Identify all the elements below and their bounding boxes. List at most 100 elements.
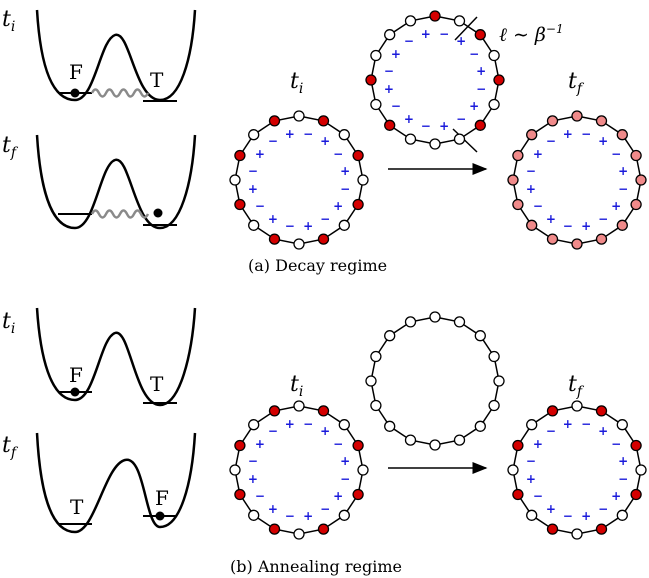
potential-well-b-initial: [35, 307, 197, 407]
spin-sign: +: [476, 64, 486, 78]
lattice-site: [268, 523, 281, 535]
time-label-initial-b: ti: [2, 309, 15, 337]
spin-sign: +: [563, 127, 573, 141]
lattice-site: [512, 439, 524, 452]
lattice-site: [370, 98, 382, 111]
lattice-site: [317, 523, 330, 535]
lattice-site: [526, 419, 538, 431]
spin-sign: −: [456, 112, 466, 126]
lattice-site: [546, 523, 559, 535]
spin-sign: +: [255, 147, 265, 161]
spin-sign: −: [340, 182, 350, 196]
spin-sign: +: [303, 509, 313, 523]
spin-sign: +: [526, 182, 536, 196]
spin-sign: −: [268, 424, 278, 438]
lattice-site: [474, 119, 486, 131]
spin-sign: +: [563, 417, 573, 431]
ring-decay-intermediate: − +−+−+−+−+−+−+− +: [365, 10, 505, 150]
spin-sign: +: [268, 502, 278, 516]
lattice-site: [370, 399, 382, 412]
lattice-site: [488, 49, 500, 62]
particle-a-final: [153, 208, 163, 218]
lattice-site: [384, 420, 396, 432]
lattice-site: [635, 464, 647, 476]
lattice-site: [493, 375, 505, 387]
lattice-site: [571, 400, 583, 412]
spin-sign: +: [439, 119, 449, 133]
time-label-final-b: tf: [2, 433, 19, 461]
spin-sign: +: [598, 134, 608, 148]
lattice-site: [268, 233, 281, 245]
lattice-site: [234, 439, 246, 452]
spin-sign: −: [340, 472, 350, 486]
lattice-site: [248, 129, 260, 141]
spin-sign: +: [384, 82, 394, 96]
panel-annealing: ti F T tf T F ti tf (b) Annealing regime…: [2, 307, 647, 576]
spin-sign: −: [526, 454, 536, 468]
spin-sign: −: [320, 502, 330, 516]
well-label-false-a: F: [69, 60, 83, 84]
lattice-site: [474, 420, 486, 432]
caption-annealing: (b) Annealing regime: [230, 557, 402, 576]
lattice-site: [384, 119, 396, 131]
lattice-site: [616, 129, 628, 141]
ring-annealing-final: − +−+−+−+−+−+−+− +: [507, 400, 647, 540]
potential-well-a-initial: [35, 9, 197, 102]
spin-sign: +: [303, 219, 313, 233]
well-label-true-b-final: T: [70, 495, 84, 519]
lattice-site: [453, 133, 466, 145]
spin-sign: −: [255, 199, 265, 213]
spin-sign: +: [333, 489, 343, 503]
lattice-site: [338, 219, 350, 231]
spin-sign: +: [581, 509, 591, 523]
time-label-initial-a: ti: [2, 7, 15, 35]
lattice-site: [229, 174, 241, 186]
lattice-site: [616, 219, 628, 231]
spin-sign: −: [546, 134, 556, 148]
spin-sign: −: [598, 212, 608, 226]
ring-decay-initial: − +−+−+−+−+−+−+− +: [229, 110, 369, 250]
lattice-site: [507, 174, 519, 186]
spin-sign: +: [333, 199, 343, 213]
lattice-site: [453, 434, 466, 446]
spin-sign: −: [391, 99, 401, 113]
lattice-site: [248, 509, 260, 521]
ring-decay-final: − +−+−+−+−+−+−+− +: [507, 110, 647, 250]
well-label-false-b-final: F: [155, 486, 169, 510]
spin-sign: +: [248, 472, 258, 486]
lattice-site: [293, 528, 305, 540]
spin-sign: −: [598, 502, 608, 516]
spin-sign: +: [248, 182, 258, 196]
spin-sign: +: [546, 502, 556, 516]
spin-sign: +: [320, 134, 330, 148]
spin-sign: +: [268, 212, 278, 226]
lattice-site: [404, 15, 417, 27]
lattice-site: [429, 439, 441, 451]
lattice-site: [293, 238, 305, 250]
spin-sign: +: [320, 424, 330, 438]
lattice-site: [630, 149, 642, 162]
spin-sign: −: [404, 34, 414, 48]
lattice-site: [357, 174, 369, 186]
spin-sign: −: [533, 199, 543, 213]
lattice-site: [526, 509, 538, 521]
lattice-site: [365, 375, 377, 387]
spin-sign: −: [611, 437, 621, 451]
lattice-site: [571, 238, 583, 250]
lattice-site: [365, 74, 377, 86]
lattice-site: [268, 115, 281, 127]
spin-sign: −: [268, 134, 278, 148]
lattice-site: [595, 405, 608, 417]
spin-sign: +: [533, 437, 543, 451]
lattice-site: [512, 198, 524, 211]
lattice-site: [630, 198, 642, 211]
lattice-site: [229, 464, 241, 476]
spin-sign: −: [384, 64, 394, 78]
spin-sign: −: [303, 127, 313, 141]
spin-sign: −: [333, 437, 343, 451]
lattice-site: [571, 110, 583, 122]
lattice-site: [338, 129, 350, 141]
lattice-site: [293, 110, 305, 122]
spin-sign: +: [340, 164, 350, 178]
spin-sign: −: [611, 147, 621, 161]
